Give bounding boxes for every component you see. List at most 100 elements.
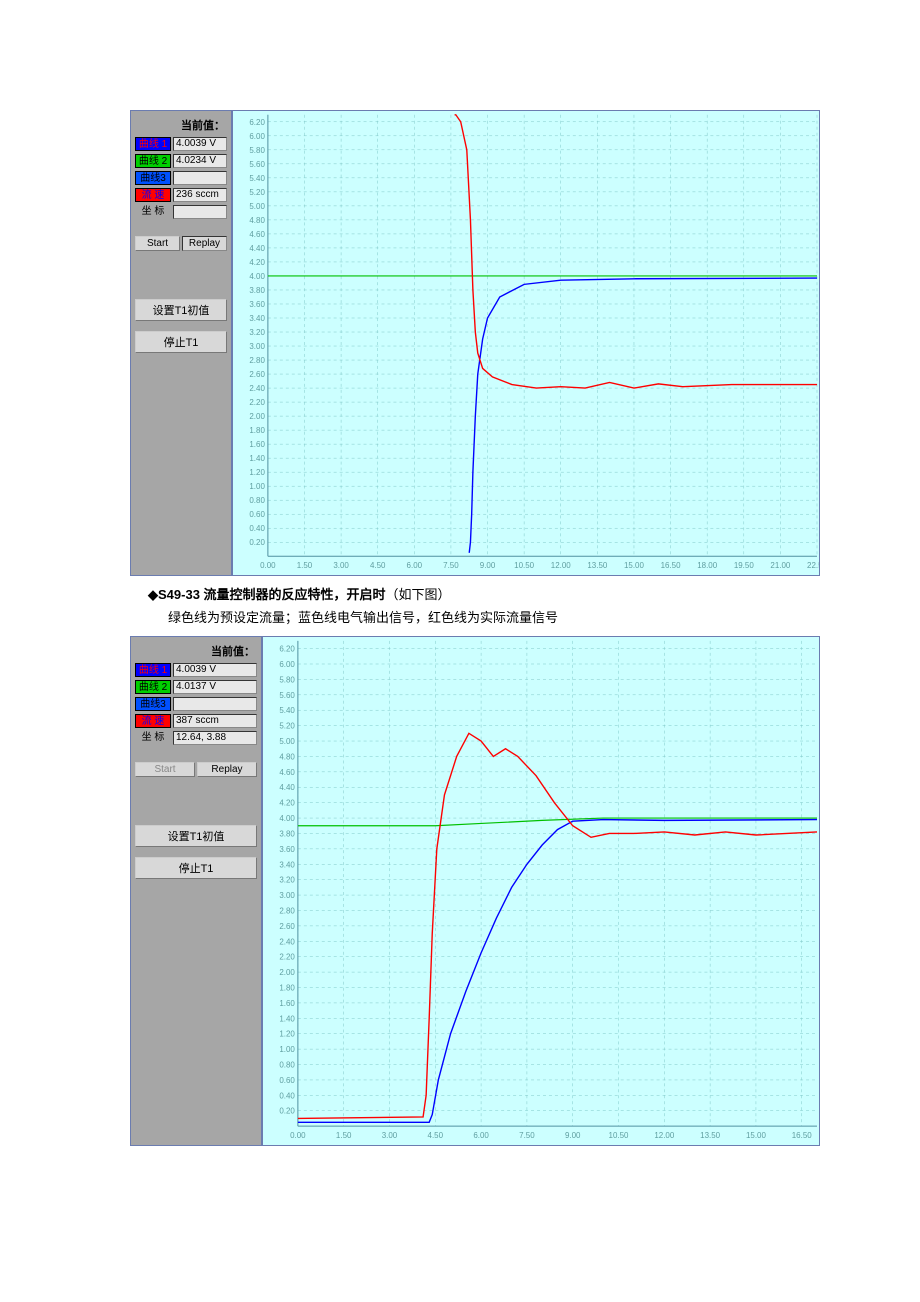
svg-text:4.40: 4.40	[279, 783, 295, 792]
svg-text:0.40: 0.40	[249, 524, 265, 533]
svg-text:4.20: 4.20	[279, 799, 295, 808]
curve2-tag: 曲线 2	[135, 154, 171, 168]
svg-text:4.60: 4.60	[249, 230, 265, 239]
svg-text:0.20: 0.20	[279, 1107, 295, 1116]
svg-text:4.50: 4.50	[370, 561, 386, 570]
svg-text:1.00: 1.00	[249, 482, 265, 491]
svg-text:18.00: 18.00	[697, 561, 718, 570]
svg-text:5.00: 5.00	[279, 737, 295, 746]
svg-text:0.40: 0.40	[279, 1091, 295, 1100]
svg-text:3.40: 3.40	[279, 860, 295, 869]
svg-text:7.50: 7.50	[443, 561, 459, 570]
svg-text:0.80: 0.80	[279, 1061, 295, 1070]
current-value-label: 当前值：	[135, 117, 227, 133]
svg-text:5.00: 5.00	[249, 202, 265, 211]
curve2-tag: 曲线 2	[135, 680, 171, 694]
svg-text:3.00: 3.00	[249, 342, 265, 351]
svg-text:12.00: 12.00	[654, 1131, 675, 1140]
curve3-tag: 曲线3	[135, 171, 171, 185]
svg-text:6.00: 6.00	[249, 132, 265, 141]
svg-text:22.50: 22.50	[807, 561, 819, 570]
svg-text:15.00: 15.00	[746, 1131, 767, 1140]
svg-text:4.40: 4.40	[249, 244, 265, 253]
svg-text:3.00: 3.00	[382, 1131, 398, 1140]
svg-text:6.00: 6.00	[279, 660, 295, 669]
svg-text:1.80: 1.80	[279, 983, 295, 992]
caption-subtitle: 绿色线为预设定流量；蓝色线电气输出信号，红色线为实际流量信号	[168, 607, 820, 626]
svg-text:1.50: 1.50	[336, 1131, 352, 1140]
svg-text:1.60: 1.60	[249, 440, 265, 449]
svg-text:3.20: 3.20	[279, 876, 295, 885]
flow-tag: 流 速	[135, 188, 171, 202]
svg-text:19.50: 19.50	[734, 561, 755, 570]
svg-text:0.00: 0.00	[260, 561, 276, 570]
svg-text:2.40: 2.40	[249, 384, 265, 393]
svg-text:1.40: 1.40	[249, 454, 265, 463]
svg-text:4.20: 4.20	[249, 258, 265, 267]
svg-text:4.80: 4.80	[279, 752, 295, 761]
svg-text:5.80: 5.80	[249, 146, 265, 155]
svg-text:4.80: 4.80	[249, 216, 265, 225]
start-button[interactable]: Start	[135, 236, 180, 251]
svg-text:5.40: 5.40	[279, 706, 295, 715]
chart-2: 0.200.400.600.801.001.201.401.601.802.00…	[261, 637, 819, 1145]
replay-button[interactable]: Replay	[182, 236, 227, 251]
svg-text:4.50: 4.50	[428, 1131, 444, 1140]
coord-value	[173, 205, 227, 219]
curve1-tag: 曲线 1	[135, 663, 171, 677]
curve3-tag: 曲线3	[135, 697, 171, 711]
svg-text:12.00: 12.00	[551, 561, 572, 570]
svg-text:7.50: 7.50	[519, 1131, 535, 1140]
svg-text:0.60: 0.60	[249, 510, 265, 519]
svg-text:5.20: 5.20	[279, 722, 295, 731]
current-value-label: 当前值：	[135, 643, 257, 659]
curve2-value: 4.0137 V	[173, 680, 257, 694]
svg-text:1.20: 1.20	[249, 468, 265, 477]
svg-text:5.80: 5.80	[279, 675, 295, 684]
svg-text:5.40: 5.40	[249, 174, 265, 183]
set-t1-button[interactable]: 设置T1初值	[135, 825, 257, 847]
svg-text:3.00: 3.00	[279, 891, 295, 900]
svg-text:2.80: 2.80	[279, 906, 295, 915]
svg-text:4.60: 4.60	[279, 768, 295, 777]
svg-text:0.80: 0.80	[249, 496, 265, 505]
svg-text:1.80: 1.80	[249, 426, 265, 435]
svg-text:6.00: 6.00	[473, 1131, 489, 1140]
svg-text:1.20: 1.20	[279, 1030, 295, 1039]
svg-text:3.60: 3.60	[279, 845, 295, 854]
stop-t1-button[interactable]: 停止T1	[135, 331, 227, 353]
caption-title-bold: ◆S49-33 流量控制器的反应特性，开启时	[148, 587, 386, 602]
svg-text:0.00: 0.00	[290, 1131, 306, 1140]
svg-text:1.40: 1.40	[279, 1014, 295, 1023]
flow-tag: 流 速	[135, 714, 171, 728]
start-button[interactable]: Start	[135, 762, 195, 777]
replay-button[interactable]: Replay	[197, 762, 257, 777]
svg-text:1.60: 1.60	[279, 999, 295, 1008]
svg-text:4.00: 4.00	[249, 272, 265, 281]
svg-text:1.50: 1.50	[297, 561, 313, 570]
chart-1: 0.200.400.600.801.001.201.401.601.802.00…	[231, 111, 819, 575]
svg-text:13.50: 13.50	[700, 1131, 721, 1140]
coord-value: 12.64, 3.88	[173, 731, 257, 745]
coord-tag: 坐 标	[135, 205, 171, 219]
svg-text:3.80: 3.80	[279, 829, 295, 838]
flow-value: 387 sccm	[173, 714, 257, 728]
stop-t1-button[interactable]: 停止T1	[135, 857, 257, 879]
svg-text:5.20: 5.20	[249, 188, 265, 197]
flow-value: 236 sccm	[173, 188, 227, 202]
svg-text:3.40: 3.40	[249, 314, 265, 323]
svg-text:6.20: 6.20	[249, 118, 265, 127]
app-window-2: 当前值： 曲线 14.0039 V 曲线 24.0137 V 曲线3 流 速38…	[130, 636, 820, 1146]
svg-text:2.40: 2.40	[279, 937, 295, 946]
svg-text:4.00: 4.00	[279, 814, 295, 823]
set-t1-button[interactable]: 设置T1初值	[135, 299, 227, 321]
svg-text:21.00: 21.00	[770, 561, 791, 570]
coord-tag: 坐 标	[135, 731, 171, 745]
curve1-value: 4.0039 V	[173, 663, 257, 677]
sidebar-2: 当前值： 曲线 14.0039 V 曲线 24.0137 V 曲线3 流 速38…	[131, 637, 261, 1145]
caption-title-rest: （如下图）	[386, 587, 451, 602]
svg-text:0.20: 0.20	[249, 538, 265, 547]
sidebar-1: 当前值： 曲线 14.0039 V 曲线 24.0234 V 曲线3 流 速23…	[131, 111, 231, 575]
svg-text:9.00: 9.00	[480, 561, 496, 570]
svg-text:3.60: 3.60	[249, 300, 265, 309]
